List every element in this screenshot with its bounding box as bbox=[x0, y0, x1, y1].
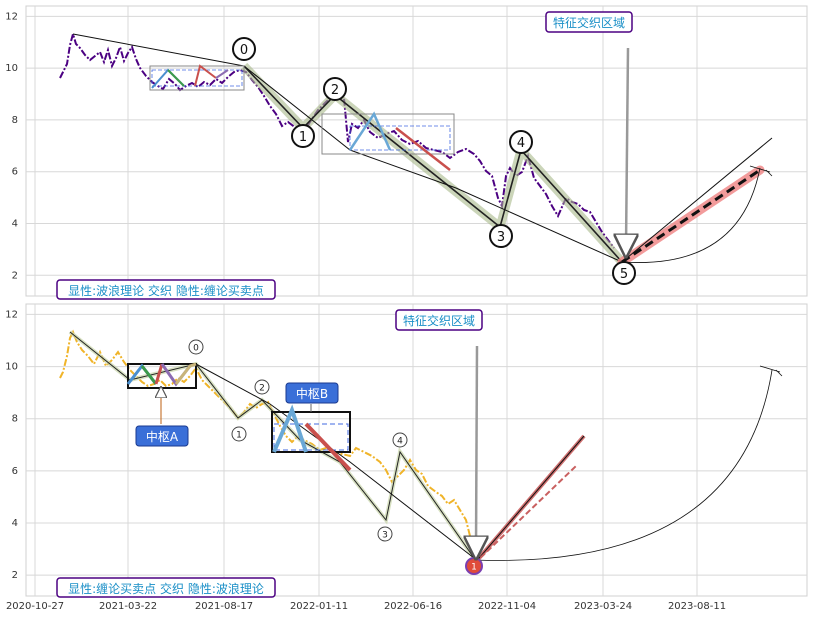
top-plot-area bbox=[25, 5, 808, 297]
wave-point-marker bbox=[254, 379, 270, 395]
wave-point-label: 2 bbox=[331, 83, 339, 98]
wave-point-label: 4 bbox=[397, 437, 403, 447]
zhongshu-b-label: 中枢B bbox=[296, 386, 328, 401]
wave-point-marker bbox=[291, 124, 315, 148]
wave-point-label: 5 bbox=[620, 267, 628, 282]
x-tick-label: 2020-10-27 bbox=[6, 601, 64, 612]
top-zhongshu-2-inner bbox=[349, 125, 451, 151]
top-zs1-seg-3 bbox=[194, 64, 217, 87]
bottom-projection-dash bbox=[473, 465, 577, 565]
x-tick-label: 2022-06-16 bbox=[384, 601, 442, 612]
wave-point-label: 0 bbox=[240, 43, 248, 58]
top-zs1-seg-4 bbox=[215, 69, 229, 79]
zhongshu-a-label-box bbox=[135, 425, 189, 447]
wave-point-marker bbox=[612, 261, 636, 285]
bottom-plot-area bbox=[25, 303, 808, 597]
bottom-zhongshu-b-inner bbox=[273, 423, 349, 451]
x-tick-label: 2022-11-04 bbox=[478, 601, 536, 612]
y-tick-label: 10 bbox=[5, 362, 18, 373]
y-tick-label: 2 bbox=[12, 570, 18, 581]
top-title-annotation: 特征交织区域 bbox=[553, 15, 625, 30]
wave-point-marker bbox=[489, 224, 513, 248]
top-grid bbox=[26, 6, 807, 296]
y-tick-label: 10 bbox=[5, 63, 18, 74]
wave-point-label: 1 bbox=[236, 431, 242, 441]
wave-point-label: 0 bbox=[193, 344, 199, 354]
x-tick-label: 2023-03-24 bbox=[574, 601, 632, 612]
bottom-zsb-seg-2 bbox=[304, 422, 352, 472]
wave-point-marker bbox=[188, 339, 204, 355]
x-tick-label: 2022-01-11 bbox=[290, 601, 348, 612]
top-zhongshu-1 bbox=[149, 65, 245, 91]
bottom-title-annotation: 特征交织区域 bbox=[403, 313, 475, 328]
bottom-zsb-seg-1 bbox=[272, 404, 308, 453]
top-projection-arc bbox=[621, 167, 761, 263]
bottom-caption-box bbox=[56, 577, 276, 598]
y-tick-label: 2 bbox=[12, 270, 18, 281]
wave-point-label: 3 bbox=[497, 230, 505, 245]
wave-point-label: 4 bbox=[517, 136, 525, 151]
wave-point-label: 2 bbox=[259, 384, 265, 394]
y-tick-label: 12 bbox=[5, 11, 18, 22]
wave-point-marker bbox=[232, 37, 256, 61]
top-arrow bbox=[626, 47, 628, 246]
bottom-zsa-seg-2 bbox=[140, 365, 158, 385]
top-wave-line bbox=[243, 65, 623, 263]
top-caption-box bbox=[56, 279, 276, 300]
top-arc-tick bbox=[749, 165, 773, 177]
top-zhongshu-1-inner bbox=[151, 69, 243, 87]
wave-point-marker bbox=[509, 130, 533, 154]
bottom-wave-labels: 0 1 2 3 4 1 bbox=[188, 339, 477, 573]
bottom-trend-line bbox=[195, 363, 475, 559]
y-tick-label: 6 bbox=[12, 167, 18, 178]
wave-point-marker bbox=[392, 432, 408, 448]
y-tick-label: 12 bbox=[5, 309, 18, 320]
top-caption: 显性:波浪理论 交织 隐性:缠论买卖点 bbox=[68, 283, 264, 298]
x-tick-label: 2023-08-11 bbox=[668, 601, 726, 612]
top-zhongshu-2 bbox=[321, 113, 455, 155]
top-zs2-seg bbox=[348, 111, 392, 151]
bottom-x-ticks: 2020-10-27 2021-03-22 2021-08-17 2022-01-11… bbox=[6, 601, 726, 612]
top-y-ticks: 2 4 6 8 10 12 bbox=[5, 11, 18, 281]
top-trend-line bbox=[72, 33, 245, 67]
wave-point-label: 1 bbox=[299, 130, 307, 145]
top-zs2-seg-2 bbox=[395, 127, 451, 171]
bottom-y-ticks: 2 4 6 8 10 12 bbox=[5, 309, 18, 581]
top-trend-line-2 bbox=[243, 65, 623, 263]
top-wave-labels: 0 1 2 3 4 5 bbox=[232, 37, 636, 285]
wave-point-label: 1 bbox=[471, 563, 477, 573]
x-tick-label: 2021-08-17 bbox=[195, 601, 253, 612]
bottom-title-box bbox=[395, 309, 483, 331]
bottom-projection-line bbox=[473, 435, 585, 565]
y-tick-label: 8 bbox=[12, 414, 18, 425]
wave-point-marker bbox=[323, 77, 347, 101]
wave-point-label: 3 bbox=[382, 531, 388, 541]
bottom-caption: 显性:缠论买卖点 交织 隐性:波浪理论 bbox=[68, 581, 264, 596]
bottom-wave-line bbox=[69, 331, 475, 559]
zhongshu-a-label: 中枢A bbox=[146, 429, 179, 444]
bottom-zsa-seg-5 bbox=[174, 362, 197, 385]
bottom-arrow bbox=[476, 345, 477, 548]
y-tick-label: 8 bbox=[12, 115, 18, 126]
wave-point-marker bbox=[377, 526, 393, 542]
bottom-projection-arc bbox=[473, 369, 773, 561]
bottom-arc-tick bbox=[759, 365, 783, 377]
top-projection-line bbox=[621, 137, 773, 263]
top-title-box bbox=[545, 11, 633, 33]
y-tick-label: 4 bbox=[12, 219, 18, 230]
top-zs1-seg-2 bbox=[167, 69, 185, 87]
bottom-zsa-seg-3 bbox=[154, 363, 164, 385]
y-tick-label: 6 bbox=[12, 466, 18, 477]
x-tick-label: 2021-03-22 bbox=[99, 601, 157, 612]
zhongshu-b-label-box bbox=[285, 382, 339, 404]
y-tick-label: 4 bbox=[12, 518, 18, 529]
wave-point-marker bbox=[231, 426, 247, 442]
top-projection-glow bbox=[617, 165, 765, 267]
